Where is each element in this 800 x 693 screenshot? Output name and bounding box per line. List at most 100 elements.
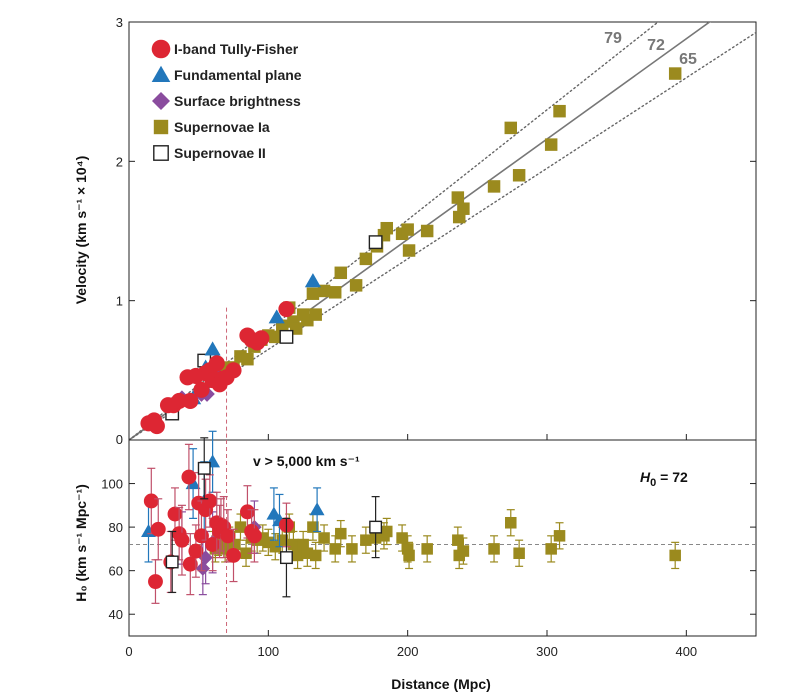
line-label-72: 72 xyxy=(647,37,665,54)
top-point-tf xyxy=(208,355,225,372)
top-point-fp xyxy=(304,273,321,288)
top-point-tf xyxy=(148,418,165,435)
top-point-tf xyxy=(182,392,199,410)
bottom-point-sn1a xyxy=(457,545,470,557)
top-point-sn1a xyxy=(359,252,373,266)
bottom-point-tf xyxy=(246,528,262,544)
bottom-point-sn1a xyxy=(269,540,282,553)
legend-label-sn1a: Supernovae Ia xyxy=(174,119,270,135)
bottom-point-sn1a xyxy=(309,549,322,562)
bottom-point-tf xyxy=(205,537,221,552)
bottom-y-tick-label: 60 xyxy=(109,564,123,579)
top-y-tick-label: 3 xyxy=(116,15,123,30)
top-point-tf xyxy=(278,300,295,318)
bottom-point-sn1a xyxy=(240,547,252,560)
bottom-y-tick-label: 80 xyxy=(109,520,123,535)
bottom-point-sn2 xyxy=(165,555,179,569)
top-point-fp xyxy=(268,309,285,324)
top-point-sn2 xyxy=(368,235,383,250)
bottom-point-tf xyxy=(239,504,255,520)
x-tick-label: 0 xyxy=(125,644,132,659)
bottom-point-tf xyxy=(181,469,197,485)
bottom-point-sn1a xyxy=(505,516,517,529)
bottom-point-tf xyxy=(148,574,163,589)
top-point-sn1a xyxy=(512,169,526,182)
top-point-sn2 xyxy=(279,329,294,344)
bottom-point-tf xyxy=(226,547,241,563)
h0-value-label: H0 = 72 xyxy=(640,469,688,489)
bottom-point-fp xyxy=(309,502,325,516)
bottom-point-tf xyxy=(143,493,159,509)
top-series-tf xyxy=(140,300,295,435)
top-point-sn1a xyxy=(269,330,282,344)
velocity-threshold-annotation: v > 5,000 km s⁻¹ xyxy=(253,453,360,469)
bottom-point-tf xyxy=(220,528,236,544)
bottom-point-sn1a xyxy=(291,549,304,562)
bottom-point-sn2 xyxy=(197,461,211,475)
top-point-tf xyxy=(193,381,210,398)
bottom-series-sn2 xyxy=(165,437,383,598)
bottom-point-sb xyxy=(198,550,213,565)
top-point-tf xyxy=(225,362,242,379)
legend-marker-sb xyxy=(152,92,170,110)
bottom-point-sn1a xyxy=(396,532,408,544)
x-tick-label: 100 xyxy=(257,644,279,659)
legend-label-tf: I-band Tully-Fisher xyxy=(174,41,299,57)
bottom-point-sn1a xyxy=(219,543,231,555)
bottom-point-sn1a xyxy=(346,543,358,555)
bottom-point-sn1a xyxy=(488,543,500,555)
top-y-zero-label: 0 xyxy=(116,432,123,447)
bottom-point-sn1a xyxy=(403,549,415,562)
bottom-point-sn1a xyxy=(276,534,289,546)
bottom-point-sn1a xyxy=(318,532,330,544)
top-point-sn1a xyxy=(553,104,566,118)
top-point-sn1a xyxy=(349,279,363,292)
top-point-tf xyxy=(253,330,270,347)
legend-label-sn2: Supernovae II xyxy=(174,145,266,161)
x-tick-label: 300 xyxy=(536,644,558,659)
bottom-point-sn2 xyxy=(279,551,293,565)
hubble-line-65 xyxy=(129,31,756,440)
top-point-sn1a xyxy=(420,224,434,238)
bottom-point-fp xyxy=(266,506,282,520)
top-point-sn1a xyxy=(241,352,254,366)
top-point-tf xyxy=(171,392,188,410)
top-point-fp xyxy=(204,341,221,356)
bottom-point-sn1a xyxy=(452,534,464,546)
legend-marker-fp xyxy=(151,65,171,82)
top-point-sn1a xyxy=(487,180,501,193)
bottom-point-sn1a xyxy=(360,534,372,546)
bottom-point-tf xyxy=(174,532,190,548)
top-point-sn1a xyxy=(401,223,414,236)
bottom-point-sn1a xyxy=(329,543,341,555)
bottom-point-sn1a xyxy=(381,525,393,538)
bottom-point-sn1a xyxy=(262,536,275,549)
bottom-point-sn1a xyxy=(553,530,566,542)
bottom-point-sn1a xyxy=(307,521,319,533)
top-y-axis-label: Velocity (km s⁻¹ × 10⁴) xyxy=(73,156,89,305)
top-y-tick-label: 1 xyxy=(116,294,123,309)
bottom-point-sn1a xyxy=(513,547,525,560)
velocity-distance-panel: 1 2 3 0 79 72 65 I-band Tully-Fisher Fundamental… xyxy=(116,15,757,447)
line-label-65: 65 xyxy=(679,51,697,68)
legend-marker-sn2 xyxy=(153,145,169,161)
legend-marker-sn1a xyxy=(153,119,169,135)
line-label-79: 79 xyxy=(604,30,622,47)
x-axis-label: Distance (Mpc) xyxy=(391,676,491,692)
bottom-point-sn1a xyxy=(229,538,241,551)
bottom-point-tf xyxy=(167,506,183,522)
h0-distance-panel: 40 60 80 100 0 100 200 300 400 v > 5,000 km s⁻¹ H0… xyxy=(101,430,757,659)
top-point-sn1a xyxy=(309,308,322,321)
bottom-point-sn1a xyxy=(297,538,309,551)
bottom-point-tf xyxy=(202,493,218,509)
x-tick-label: 400 xyxy=(675,644,697,659)
top-y-tick-label: 2 xyxy=(116,154,123,169)
bottom-point-tf xyxy=(188,543,204,559)
top-point-sn1a xyxy=(317,284,331,298)
bottom-y-tick-label: 100 xyxy=(101,477,123,492)
bottom-point-sn1a xyxy=(301,547,314,560)
bottom-point-sb xyxy=(195,561,211,576)
top-point-sn1a xyxy=(328,286,342,299)
legend-label-sb: Surface brightness xyxy=(174,93,301,109)
